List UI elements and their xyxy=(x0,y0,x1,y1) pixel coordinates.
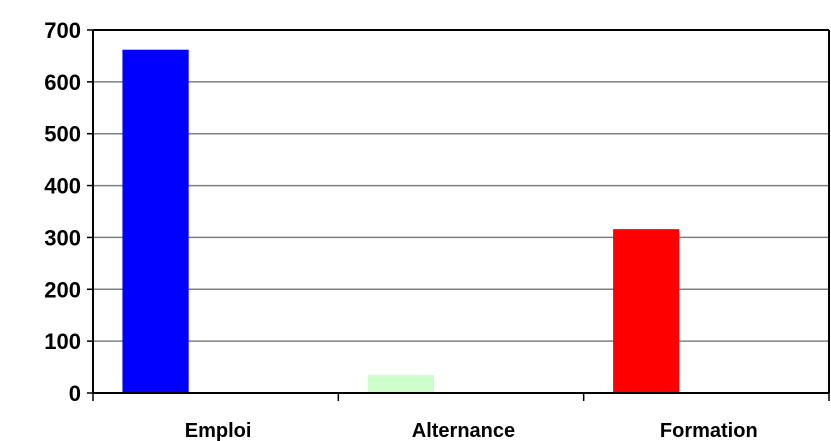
y-tick-label: 300 xyxy=(44,225,81,250)
x-category-label: Alternance xyxy=(412,420,515,441)
y-tick-label: 0 xyxy=(69,381,81,406)
x-tick-marks xyxy=(92,393,830,401)
y-tick-label: 500 xyxy=(44,122,81,147)
y-tick-label: 600 xyxy=(44,70,81,95)
y-tick-label: 100 xyxy=(44,329,81,354)
axes xyxy=(92,29,830,394)
bar-formation xyxy=(613,229,680,393)
y-tick-label: 400 xyxy=(44,174,81,199)
bar-emploi xyxy=(122,49,189,393)
x-category-label: Emploi xyxy=(185,420,252,441)
x-category-labels: Emploi Alternance Formation xyxy=(185,420,758,441)
bar-alternance xyxy=(367,374,435,393)
bars xyxy=(122,49,680,393)
grid-lines xyxy=(93,81,829,342)
x-category-label: Formation xyxy=(660,420,758,441)
y-tick-label: 200 xyxy=(44,277,81,302)
y-tick-label: 700 xyxy=(44,18,81,43)
y-tick-labels: 0 100 200 300 400 500 600 700 xyxy=(44,18,93,406)
